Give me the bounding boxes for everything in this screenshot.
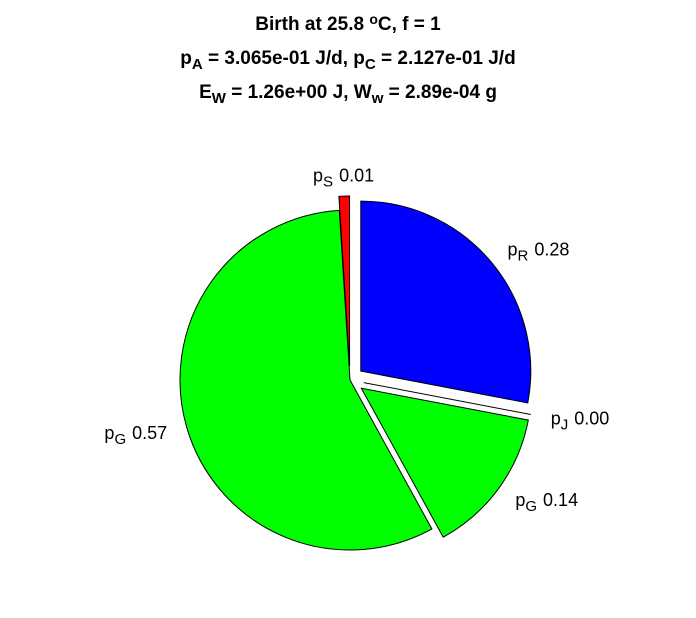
title-text: p (180, 48, 192, 69)
slice-label: pJ 0.00 (551, 408, 610, 433)
slice-value-label: 0.57 (132, 423, 167, 443)
title-subscript: A (192, 56, 203, 73)
slice-label-subscript: G (114, 431, 126, 448)
slice-value-label: 0.14 (543, 490, 578, 510)
chart-title: pA = 3.065e-01 J/d, pC = 2.127e-01 J/d (180, 48, 515, 73)
chart-title: EW = 1.26e+00 J, Ww = 2.89e-04 g (199, 82, 497, 107)
chart-title: Birth at 25.8 oC, f = 1 (255, 11, 441, 35)
slice-value-label: 0.01 (339, 166, 374, 186)
title-subscript: W (212, 90, 227, 107)
slice-label-subscript: R (518, 248, 529, 265)
slice-label: pG 0.57 (104, 423, 167, 448)
slice-label-name: p (515, 490, 525, 510)
title-text: = 2.127e-01 J/d (376, 48, 516, 69)
title-text: = 3.065e-01 J/d, p (203, 48, 365, 69)
title-text: C, f = 1 (378, 14, 441, 35)
slice-label: pG 0.14 (515, 490, 578, 515)
slice-label-name: p (507, 240, 517, 260)
title-text: = 1.26e+00 J, W (226, 82, 372, 103)
title-superscript: o (369, 11, 378, 27)
pie-slice (179, 209, 433, 551)
title-text: = 2.89e-04 g (383, 82, 497, 103)
slice-value-label: 0.28 (534, 240, 569, 260)
pie-slice (360, 200, 532, 404)
slice-label: pS 0.01 (313, 166, 374, 191)
title-subscript: C (365, 56, 376, 73)
title-text: E (199, 82, 212, 103)
pie-slice (360, 387, 529, 538)
slice-label-name: p (551, 408, 561, 428)
slice-label: pR 0.28 (507, 240, 569, 265)
slice-label-subscript: S (323, 174, 333, 191)
pie-slice (338, 195, 351, 367)
title-text: Birth at 25.8 (255, 14, 369, 35)
slice-label-subscript: G (525, 498, 537, 515)
title-subscript: w (371, 90, 384, 107)
slice-label-name: p (313, 166, 323, 186)
slice-value-label: 0.00 (574, 408, 609, 428)
slice-label-name: p (104, 423, 114, 443)
slice-label-subscript: J (561, 417, 569, 434)
